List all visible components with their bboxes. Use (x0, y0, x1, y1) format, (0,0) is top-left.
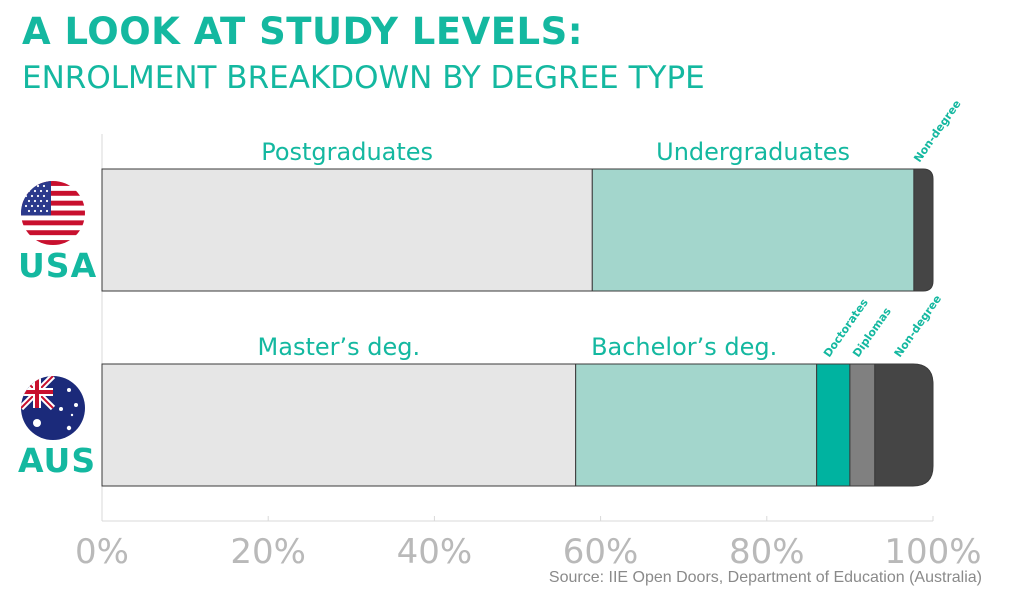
page-title: A LOOK AT STUDY LEVELS: (22, 10, 584, 53)
bar-aus-master-s-deg (101, 363, 577, 487)
x-tick-label: 80% (729, 532, 805, 572)
x-tick-label: 20% (230, 532, 306, 572)
usa-flag-icon (21, 181, 85, 245)
bar-aus-bachelor-s-deg (575, 363, 818, 487)
segment-label: Non-degree (892, 293, 944, 360)
bar-usa-non-degree (913, 168, 934, 292)
x-tick-label: 0% (75, 532, 129, 572)
segment-label: Non-degree (911, 98, 963, 165)
bar-usa-postgraduates (101, 168, 593, 292)
bar-aus-diplomas (849, 363, 876, 487)
bar-aus-doctorates (816, 363, 851, 487)
country-label-usa: USA (18, 246, 98, 285)
source-note: Source: IIE Open Doors, Department of Ed… (548, 569, 982, 586)
x-tick-label: 40% (397, 532, 473, 572)
segment-label: Master’s deg. (258, 333, 421, 361)
australia-flag-icon (21, 376, 85, 440)
segment-label: Postgraduates (261, 138, 433, 166)
segment-label: Undergraduates (656, 138, 850, 166)
x-tick-label: 100% (884, 532, 981, 572)
page-subtitle: ENROLMENT BREAKDOWN BY DEGREE TYPE (22, 60, 705, 96)
segment-label: Bachelor’s deg. (591, 333, 777, 361)
country-label-aus: AUS (18, 441, 97, 480)
x-tick-label: 60% (563, 532, 639, 572)
bar-aus-non-degree (874, 363, 934, 487)
bar-usa-undergraduates (591, 168, 915, 292)
